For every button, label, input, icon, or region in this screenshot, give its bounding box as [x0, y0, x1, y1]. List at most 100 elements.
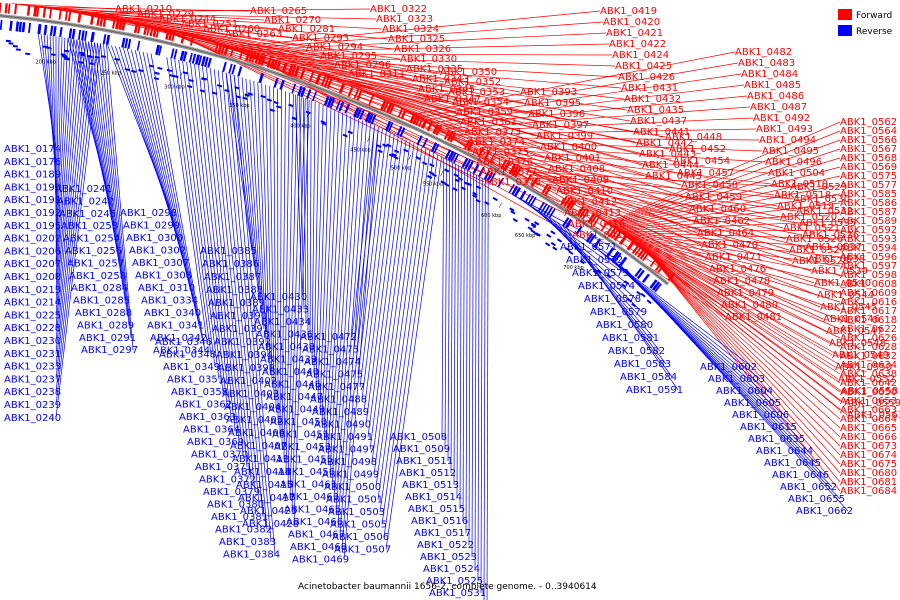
gene-label: ABK1_0486	[747, 91, 804, 102]
reverse-gene	[320, 120, 326, 124]
reverse-gene	[12, 44, 18, 48]
forward-gene	[483, 150, 491, 161]
forward-gene	[503, 161, 511, 172]
forward-gene	[511, 166, 519, 176]
forward-gene	[323, 77, 330, 88]
gene-label: ABK1_0456	[278, 467, 335, 478]
gene-label: ABK1_0603	[708, 374, 765, 385]
forward-gene	[426, 121, 434, 132]
reverse-gene	[543, 205, 551, 215]
gene-label: ABK1_0532	[796, 206, 853, 217]
forward-gene	[654, 262, 663, 272]
gene-label: ABK1_0451	[272, 430, 329, 441]
gene-label: ABK1_0646	[772, 470, 829, 481]
reverse-gene	[291, 83, 297, 94]
gene-label: ABK1_0500	[324, 482, 381, 493]
gene-label: ABK1_0432	[624, 94, 681, 105]
gene-label: ABK1_0293	[292, 33, 349, 44]
forward-gene	[388, 104, 395, 114]
reverse-gene	[546, 206, 553, 217]
gene-label: ABK1_0390	[210, 311, 267, 322]
gene-label: ABK1_0297	[81, 345, 138, 356]
gene-label: ABK1_0586	[840, 198, 897, 209]
reverse-gene	[461, 157, 469, 168]
legend-swatch	[838, 9, 852, 20]
gene-label: ABK1_0349	[163, 362, 220, 373]
gene-label: ABK1_0412	[560, 197, 617, 208]
gene-label: ABK1_0346	[155, 337, 212, 348]
gene-label: ABK1_0444	[642, 160, 699, 171]
gene-label: ABK1_0324	[382, 24, 439, 35]
gene-label: ABK1_0602	[700, 362, 757, 373]
forward-gene	[171, 31, 176, 42]
gene-label: ABK1_0351	[167, 375, 224, 386]
gene-label: ABK1_0580	[596, 320, 653, 331]
gene-label: ABK1_0436	[256, 330, 313, 341]
gene-label: ABK1_0442	[636, 138, 693, 149]
gene-label: ABK1_0514	[405, 492, 462, 503]
gene-label: ABK1_0265	[250, 6, 307, 17]
reverse-gene	[154, 71, 160, 75]
gene-label: ABK1_0487	[750, 102, 807, 113]
reverse-gene	[273, 100, 279, 105]
reverse-gene	[385, 120, 392, 132]
gene-label: ABK1_0455	[276, 455, 333, 466]
reverse-gene	[415, 156, 421, 160]
gene-label: ABK1_0210	[115, 4, 172, 15]
forward-gene	[514, 167, 522, 178]
reverse-gene	[475, 198, 481, 203]
gene-label: ABK1_0499	[322, 470, 379, 481]
forward-gene	[168, 30, 173, 41]
reverse-gene	[0, 19, 3, 30]
tick-label: 600 kbp	[481, 213, 501, 219]
reverse-gene	[15, 21, 20, 32]
gene-label: ABK1_0488	[310, 395, 367, 406]
gene-label: ABK1_0242	[57, 196, 114, 207]
reverse-gene	[8, 42, 14, 45]
gene-label: ABK1_0428	[242, 519, 299, 530]
reverse-gene	[367, 113, 374, 124]
gene-label: ABK1_0582	[608, 346, 665, 357]
forward-gene	[149, 26, 154, 37]
reverse-gene	[472, 191, 478, 196]
gene-track	[0, 2, 676, 308]
gene-label: ABK1_0370	[191, 450, 248, 461]
gene-label: ABK1_0545	[820, 302, 877, 313]
gene-label: ABK1_0523	[420, 552, 477, 563]
forward-gene	[435, 125, 442, 136]
gene-label: ABK1_0575	[840, 171, 897, 182]
forward-gene	[152, 26, 158, 38]
gene-label: ABK1_0511	[396, 456, 453, 467]
gene-label: ABK1_0202	[4, 234, 61, 245]
reverse-gene	[556, 238, 563, 243]
gene-label: ABK1_0561	[847, 410, 900, 421]
gene-label: ABK1_0435	[627, 105, 684, 116]
gene-label: ABK1_0508	[390, 432, 447, 443]
gene-label: ABK1_0415	[236, 480, 293, 491]
forward-gene	[96, 15, 101, 26]
gene-label: ABK1_0448	[665, 132, 722, 143]
gene-label: ABK1_0284	[71, 283, 128, 294]
gene-label: ABK1_0398	[218, 363, 275, 374]
gene-label: ABK1_0253	[61, 221, 118, 232]
reverse-gene	[15, 48, 21, 51]
forward-gene	[36, 6, 40, 17]
reverse-gene	[335, 100, 341, 111]
forward-gene	[639, 250, 648, 260]
reverse-gene	[80, 53, 86, 57]
gene-label: ABK1_0190	[4, 182, 61, 193]
reverse-gene	[258, 72, 265, 84]
gene-label: ABK1_0376	[476, 157, 533, 168]
gene-label: ABK1_0364	[183, 425, 240, 436]
forward-gene	[165, 29, 170, 40]
gene-label: ABK1_0443	[639, 149, 696, 160]
gene-label: ABK1_0606	[732, 410, 789, 421]
gene-label: ABK1_0505	[330, 520, 387, 531]
gene-label: ABK1_0558	[841, 386, 898, 397]
gene-label: ABK1_0492	[753, 113, 810, 124]
gene-label: ABK1_0501	[326, 495, 383, 506]
forward-gene	[576, 206, 585, 216]
gene-label: ABK1_0254	[63, 234, 120, 245]
gene-label: ABK1_0176	[4, 157, 61, 168]
